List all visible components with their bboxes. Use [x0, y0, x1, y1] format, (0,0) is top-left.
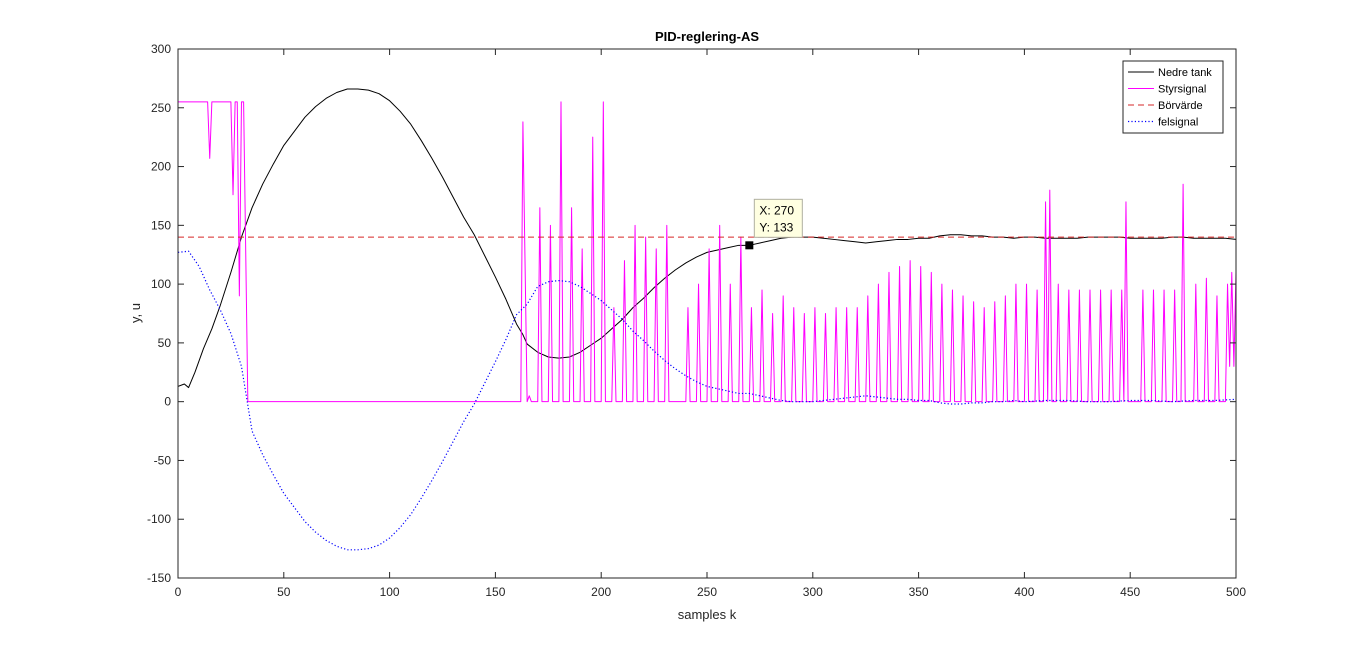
x-tick-label: 50	[277, 585, 291, 599]
x-axis-title: samples k	[678, 607, 737, 622]
y-tick-label: -50	[154, 453, 172, 467]
y-tick-label: -100	[147, 512, 171, 526]
y-axis-title: y, u	[128, 303, 143, 323]
series-line-styrsignal	[178, 101, 1236, 403]
legend: Nedre tank Styrsignal Börvärde felsignal	[1122, 60, 1224, 134]
x-tick-label: 150	[485, 585, 505, 599]
legend-label: Styrsignal	[1158, 84, 1206, 96]
datatip-marker[interactable]	[745, 241, 754, 250]
y-tick-label: 0	[164, 395, 171, 409]
y-tick-label: -150	[147, 571, 171, 585]
series-layer	[178, 88, 1236, 551]
legend-box	[1122, 60, 1224, 134]
x-tick-label: 500	[1226, 585, 1246, 599]
x-tick-label: 300	[803, 585, 823, 599]
legend-label: felsignal	[1158, 117, 1198, 129]
y-tick-label: 250	[151, 101, 171, 115]
datatip-x-label: X: 270	[759, 203, 794, 217]
datatip[interactable]: X: 270 Y: 133	[745, 198, 803, 250]
plot-area	[178, 49, 1236, 578]
x-tick-label: 400	[1014, 585, 1034, 599]
y-tick-label: 100	[151, 277, 171, 291]
y-tick-label: 300	[151, 42, 171, 56]
series-line-felsignal	[178, 250, 1236, 551]
x-tick-label: 250	[697, 585, 717, 599]
ticks-layer: 0 50 100 150 200 250 300 350 400 450 500-150-100-5…	[147, 42, 1246, 599]
series-line-nedre-tank	[178, 88, 1236, 389]
datatip-box	[753, 198, 803, 238]
y-tick-label: 50	[158, 336, 172, 350]
legend-label: Nedre tank	[1158, 67, 1212, 79]
datatip-y-label: Y: 133	[759, 220, 793, 234]
chart-title: PID-reglering-AS	[655, 29, 759, 44]
x-tick-label: 0	[175, 585, 182, 599]
x-tick-label: 200	[591, 585, 611, 599]
legend-label: Börvärde	[1158, 100, 1203, 112]
y-tick-label: 150	[151, 218, 171, 232]
x-tick-label: 350	[909, 585, 929, 599]
x-tick-label: 450	[1120, 585, 1140, 599]
x-tick-label: 100	[380, 585, 400, 599]
y-tick-label: 200	[151, 160, 171, 174]
